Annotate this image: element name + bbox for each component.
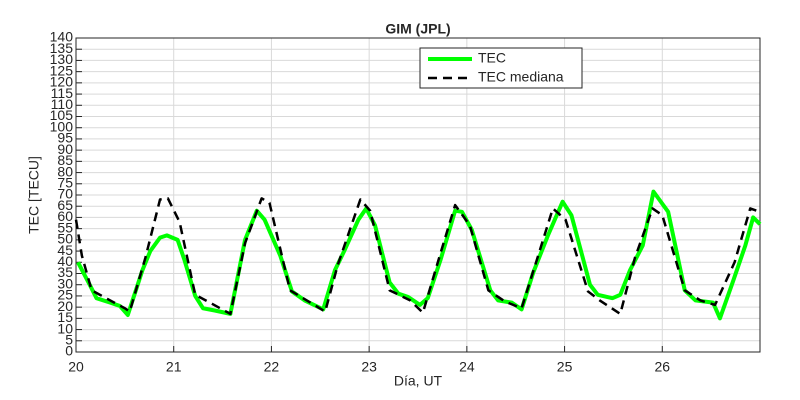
legend-box — [419, 47, 583, 89]
y-tick-label: 135 — [50, 40, 74, 56]
y-tick-label: 65 — [57, 197, 73, 213]
y-tick-label: 90 — [57, 141, 73, 157]
y-tick-label: 85 — [57, 152, 73, 168]
x-axis-label: Día, UT — [394, 373, 443, 389]
y-tick-label: 0 — [65, 343, 73, 359]
y-tick-label: 105 — [50, 107, 74, 123]
legend-label: TEC mediana — [478, 69, 564, 85]
y-tick-label: 55 — [57, 219, 73, 235]
y-tick-label: 40 — [57, 253, 73, 269]
y-tick-label: 25 — [57, 287, 73, 303]
x-tick-label: 21 — [166, 359, 182, 375]
y-tick-label: 10 — [57, 320, 73, 336]
y-tick-label: 75 — [57, 174, 73, 190]
x-tick-label: 25 — [557, 359, 573, 375]
plot-frame — [75, 37, 761, 353]
y-tick-label: 115 — [51, 85, 74, 101]
x-tick-label: 24 — [459, 359, 475, 375]
y-tick-label: 50 — [57, 231, 73, 247]
y-tick-label: 5 — [65, 331, 73, 347]
y-tick-label: 60 — [57, 208, 73, 224]
y-tick-label: 80 — [57, 163, 73, 179]
y-tick-label: 110 — [51, 96, 74, 112]
y-tick-label: 45 — [57, 242, 73, 258]
y-tick-label: 100 — [50, 118, 74, 134]
x-tick-label: 23 — [361, 359, 377, 375]
y-tick-label: 140 — [50, 29, 74, 45]
y-tick-label: 95 — [57, 130, 73, 146]
x-tick-label: 26 — [654, 359, 670, 375]
y-tick-label: 130 — [50, 51, 74, 67]
legend-label: TEC — [478, 50, 506, 66]
y-tick-label: 120 — [50, 74, 74, 90]
y-tick-label: 30 — [57, 275, 73, 291]
line-series — [76, 189, 762, 321]
y-tick-label: 70 — [57, 186, 73, 202]
y-tick-label: 35 — [57, 264, 73, 280]
x-tick-label: 22 — [264, 359, 280, 375]
y-tick-label: 15 — [57, 309, 73, 325]
y-tick-label: 20 — [57, 298, 73, 314]
line-series — [74, 197, 761, 316]
chart-title: GIM (JPL) — [385, 21, 450, 37]
x-tick-label: 20 — [68, 359, 84, 375]
y-axis-label: TEC [TECU] — [26, 156, 42, 234]
y-tick-label: 125 — [50, 62, 74, 78]
